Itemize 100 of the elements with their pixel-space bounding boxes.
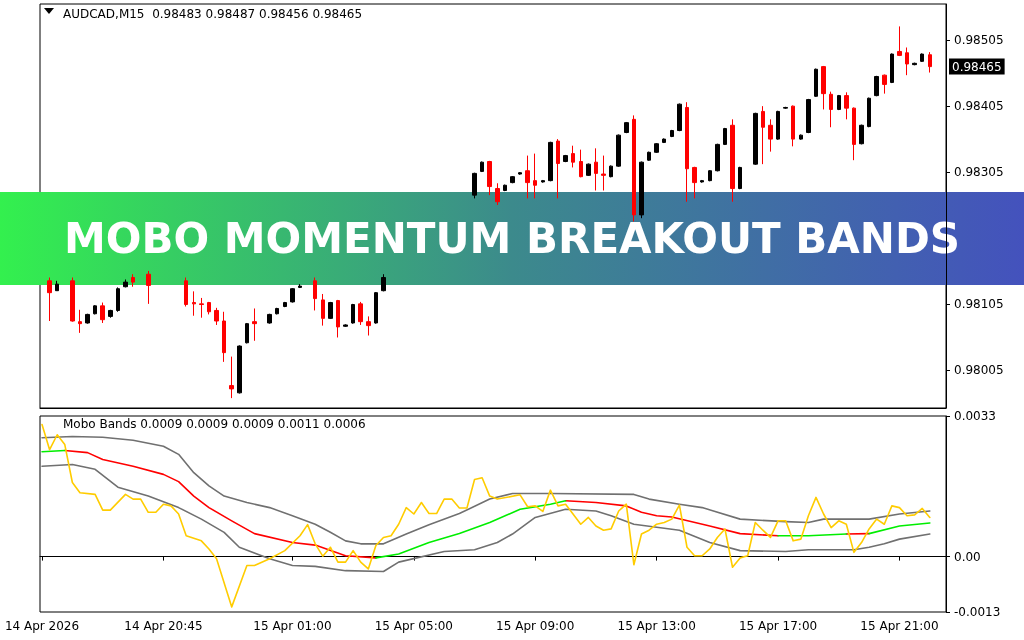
y-tick-label: 0.98105 — [954, 296, 1004, 311]
candlestick — [381, 273, 386, 292]
candlestick — [336, 299, 340, 338]
candlestick — [245, 322, 249, 344]
candlestick — [100, 302, 105, 324]
candlestick — [351, 303, 355, 325]
candlestick — [814, 68, 818, 98]
candlestick — [890, 52, 894, 84]
line-series — [41, 463, 931, 573]
annotation: 0.98465 — [952, 59, 1002, 74]
candlestick — [616, 133, 621, 168]
candlestick — [556, 138, 560, 199]
candlestick — [579, 149, 583, 178]
y-tick-label: 0.98405 — [954, 99, 1004, 114]
y-tick-label: -0.0013 — [954, 605, 1001, 619]
candlestick — [328, 301, 333, 320]
x-tick-label: 15 Apr 09:00 — [496, 619, 575, 633]
candlestick — [123, 278, 128, 288]
candlestick — [708, 169, 712, 182]
x-tick-label: 15 Apr 17:00 — [738, 619, 818, 633]
candlestick — [753, 112, 758, 166]
candlestick — [905, 47, 909, 76]
candlestick — [533, 153, 537, 199]
candlestick — [47, 277, 52, 322]
candlestick — [563, 154, 568, 163]
candlestick — [229, 356, 234, 399]
candlestick — [192, 290, 196, 317]
candlestick — [670, 129, 674, 138]
candlestick — [783, 106, 788, 110]
candlestick — [541, 179, 545, 184]
candlestick — [776, 110, 780, 141]
candlestick — [662, 137, 666, 144]
candlestick — [594, 147, 598, 192]
candlestick — [928, 51, 932, 74]
x-tick-label: 14 Apr 2026 — [4, 619, 80, 633]
candlestick — [692, 166, 697, 199]
candlestick — [867, 97, 871, 128]
candlestick — [852, 106, 856, 161]
chart-title: Mobo Bands 0.0009 0.0009 0.0009 0.0011 0.0006 — [63, 417, 366, 431]
candlestick — [730, 118, 735, 203]
candlestick — [131, 273, 135, 288]
candlestick — [844, 91, 849, 120]
candlestick — [647, 151, 651, 162]
candlestick — [624, 121, 629, 134]
candlestick — [184, 277, 188, 308]
y-tick-label: 0.0033 — [954, 409, 996, 423]
x-tick-label: 14 Apr 20:45 — [124, 619, 203, 633]
candlestick — [93, 304, 97, 315]
candlestick — [806, 98, 811, 134]
x-tick-label: 15 Apr 13:00 — [617, 619, 696, 633]
line-series — [41, 435, 931, 545]
candlestick — [654, 142, 659, 154]
candlestick — [366, 315, 371, 336]
candlestick — [685, 101, 689, 203]
x-tick-label: 15 Apr 01:00 — [253, 619, 332, 633]
x-tick-label: 15 Apr 21:00 — [860, 619, 939, 633]
y-tick-label: 0.98305 — [954, 165, 1004, 180]
candlestick — [639, 161, 644, 219]
candlestick — [677, 103, 682, 132]
candlestick — [495, 182, 500, 206]
candlestick — [78, 309, 82, 334]
candlestick — [252, 307, 257, 342]
candlestick — [920, 52, 924, 63]
candlestick — [267, 313, 272, 325]
candlestick — [609, 164, 613, 178]
candlestick — [829, 91, 833, 128]
candlestick — [821, 65, 826, 110]
candlestick — [472, 172, 477, 199]
candlestick — [321, 293, 325, 327]
candlestick — [525, 155, 530, 199]
candlestick — [108, 309, 113, 319]
candlestick — [586, 162, 591, 177]
candlestick — [738, 166, 742, 190]
y-tick-label: 0.98505 — [954, 33, 1004, 48]
candlestick — [214, 307, 219, 326]
candlestick — [374, 291, 378, 325]
candlestick — [487, 160, 492, 196]
candlestick — [874, 75, 879, 97]
chart-title: AUDCAD,M15 0.98483 0.98487 0.98456 0.98465 — [63, 7, 363, 21]
candlestick — [548, 141, 553, 182]
candlestick — [723, 127, 727, 146]
candlestick — [503, 184, 507, 192]
candlestick — [116, 286, 120, 313]
candlestick — [700, 179, 704, 184]
candlestick — [715, 143, 720, 172]
candlestick — [199, 297, 204, 319]
candlestick — [791, 104, 795, 147]
candlestick — [601, 155, 606, 192]
candlestick — [897, 25, 902, 57]
candlestick — [480, 161, 484, 173]
candlestick — [571, 145, 575, 168]
candlestick — [632, 114, 636, 222]
candlestick — [55, 280, 59, 292]
y-tick-label: 0.00 — [954, 549, 981, 564]
candlestick — [761, 105, 765, 165]
candlestick — [510, 175, 515, 184]
candlestick — [912, 62, 917, 66]
candlestick — [882, 74, 887, 95]
candlestick — [799, 133, 803, 141]
candlestick — [146, 270, 151, 305]
